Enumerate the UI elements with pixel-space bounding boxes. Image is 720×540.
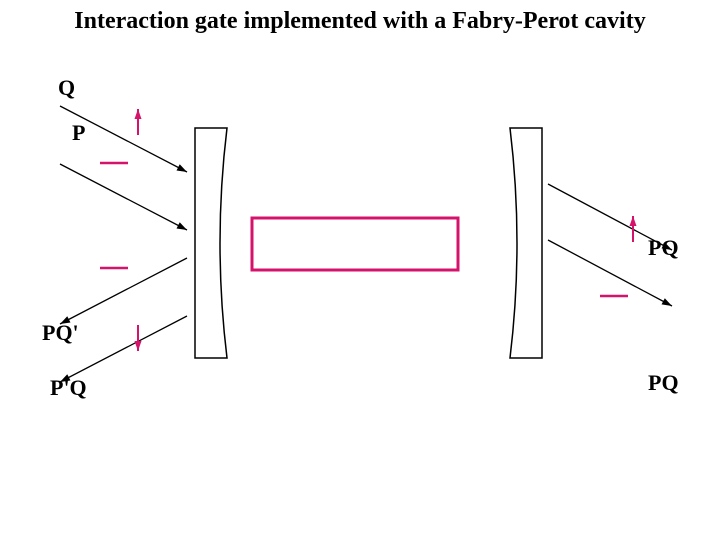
mirror [195,128,227,358]
arrow-head [177,222,187,230]
mirror [510,128,542,358]
arrow-head [177,164,187,172]
arrow-line [548,184,672,250]
arrow-head [135,341,142,351]
arrow-head [60,374,70,382]
diagram-canvas [0,0,720,540]
arrow-line [60,164,187,230]
nonlinear-medium-box [252,218,458,270]
arrow-head [135,109,142,119]
arrow-head [662,298,672,306]
arrow-head [60,316,70,324]
arrow-head [662,242,672,250]
arrow-head [630,216,637,226]
arrow-line [60,316,187,382]
